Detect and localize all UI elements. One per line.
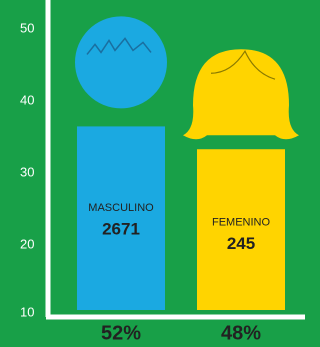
y-tick-label: 30: [20, 164, 34, 179]
y-tick-label: 40: [20, 92, 34, 107]
category-label: MASCULINO: [88, 202, 154, 214]
chart: 10 20 30 40 50 MASCULINO 2671 52% FEMENINO 245 48%: [0, 0, 305, 347]
y-tick-label: 20: [20, 236, 34, 251]
figure: [75, 16, 167, 310]
count-label: 245: [227, 234, 255, 253]
y-tick-label: 50: [20, 20, 34, 35]
value-label: 48%: [221, 322, 261, 344]
y-tick-label: 10: [20, 304, 34, 319]
category-label: FEMENINO: [212, 217, 271, 229]
figure: [183, 49, 299, 310]
head: [75, 16, 167, 108]
count-label: 2671: [102, 220, 140, 239]
body: [77, 126, 165, 310]
value-label: 52%: [101, 322, 141, 344]
body: [197, 149, 285, 310]
